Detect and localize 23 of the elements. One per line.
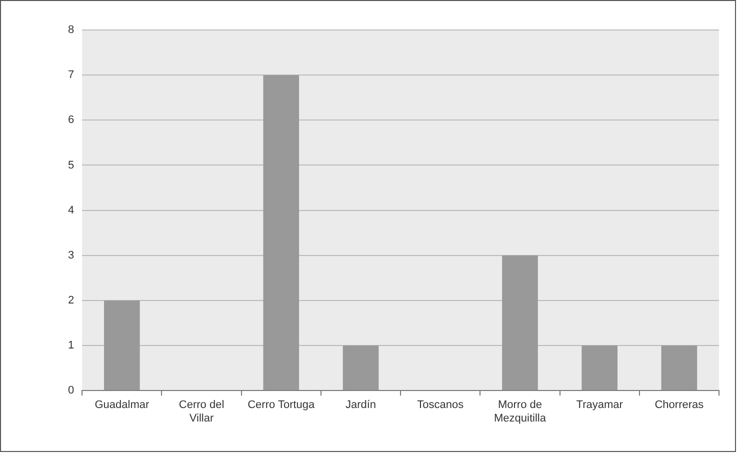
y-tick-label: 8 bbox=[68, 24, 74, 36]
y-tick-label: 6 bbox=[68, 114, 74, 126]
bar bbox=[342, 346, 379, 390]
y-tick-label: 2 bbox=[68, 294, 74, 306]
y-tick-label: 4 bbox=[68, 204, 74, 216]
y-tick-label: 1 bbox=[68, 340, 74, 352]
y-tick-label: 5 bbox=[68, 159, 74, 172]
x-tick-label: Cerro Tortuga bbox=[248, 399, 316, 412]
bar bbox=[582, 346, 618, 390]
x-tick-label: Jardín bbox=[345, 399, 376, 412]
y-tick-label: 7 bbox=[68, 69, 74, 82]
x-tick-label: Chorreras bbox=[654, 399, 704, 412]
y-tick-label: 3 bbox=[68, 249, 74, 262]
bar bbox=[263, 75, 300, 390]
x-tick-label: Guadalmar bbox=[94, 399, 150, 412]
x-tick-label: Morro de Mezquitilla bbox=[494, 399, 547, 424]
y-tick-label: 0 bbox=[68, 384, 74, 397]
x-tick-label: Trayamar bbox=[576, 399, 624, 412]
x-tick-label: Toscanos bbox=[417, 399, 464, 412]
bar bbox=[502, 255, 538, 390]
x-tick-label: Cerro del Villar bbox=[178, 399, 224, 424]
bar bbox=[104, 300, 140, 390]
bar bbox=[661, 346, 698, 390]
